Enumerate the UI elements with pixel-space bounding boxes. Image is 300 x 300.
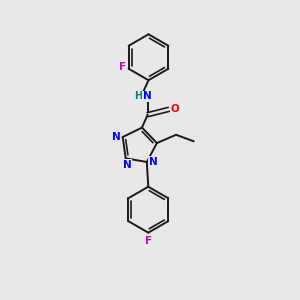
Text: N: N	[123, 160, 131, 170]
Text: N: N	[143, 92, 152, 101]
Text: N: N	[149, 157, 158, 167]
Text: F: F	[118, 62, 126, 72]
Text: H: H	[134, 92, 142, 101]
Text: F: F	[145, 236, 152, 246]
Text: N: N	[112, 132, 121, 142]
Text: O: O	[171, 104, 180, 114]
